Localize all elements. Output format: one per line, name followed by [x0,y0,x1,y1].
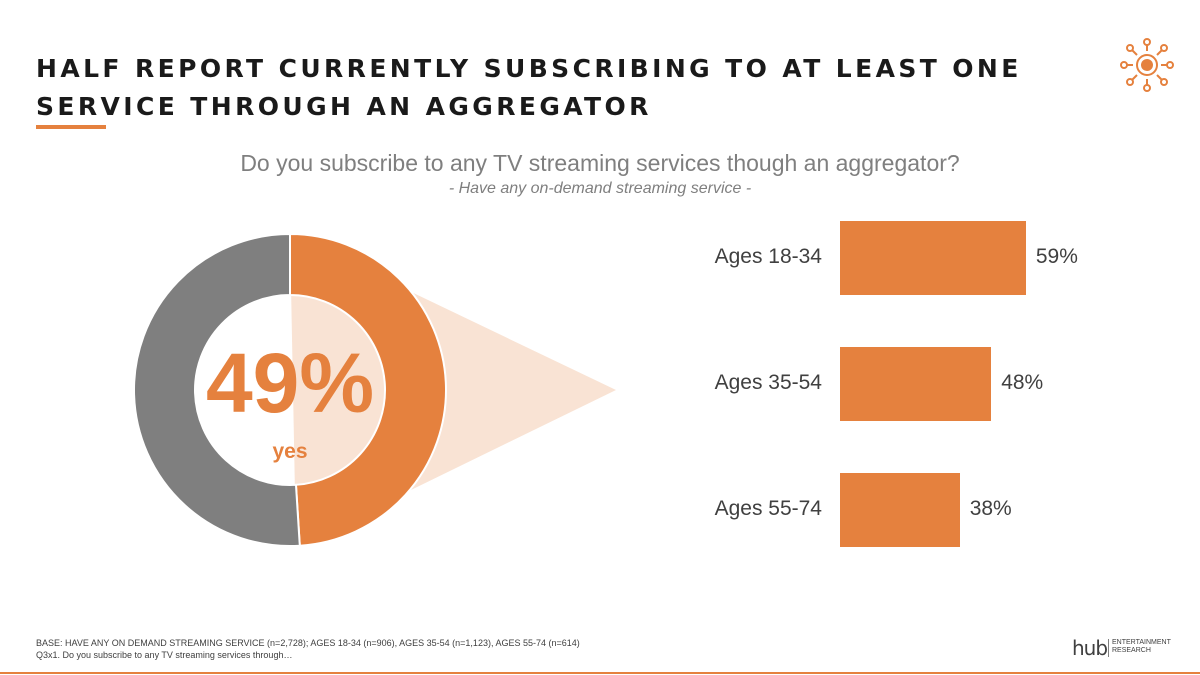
base-note: BASE: HAVE ANY ON DEMAND STREAMING SERVI… [36,637,580,661]
title-line-2: SERVICE THROUGH AN AGGREGATOR [36,92,652,121]
donut-center-label: yes [272,440,307,463]
base-note-line-1: BASE: HAVE ANY ON DEMAND STREAMING SERVI… [36,638,580,648]
donut-center-value: 49% [206,336,374,430]
bar-category-label: Ages 18-34 [714,245,822,268]
survey-subquestion: - Have any on-demand streaming service - [448,180,752,197]
bar-category-label: Ages 35-54 [714,371,822,394]
donut-chart: 49% yes [132,232,616,547]
bar [840,221,1026,295]
brand-line-1: ENTERTAINMENT [1112,639,1171,646]
age-bar-chart: Ages 18-34 59% Ages 35-54 48% Ages 55-74 38% [680,215,1100,555]
bar [840,347,992,421]
bar-category-label: Ages 55-74 [714,497,822,520]
bottom-rule [0,672,1200,674]
bar-value-label: 59% [1035,245,1078,268]
donut-slice-other [132,232,301,547]
sun-logo-icon [1120,38,1174,92]
bar-row: Ages 18-34 59% [680,221,1100,295]
brand-line-2: RESEARCH [1112,647,1151,654]
bar-row: Ages 35-54 48% [680,347,1100,421]
bar-value-label: 48% [1001,371,1044,394]
brand-text: ENTERTAINMENT RESEARCH [1112,639,1171,655]
bar-row: Ages 55-74 38% [680,473,1100,547]
page-title: HALF REPORT CURRENTLY SUBSCRIBING TO AT … [36,50,1036,126]
donut-slice-yes [289,232,447,547]
brand-mark: hub [1072,636,1108,660]
title-underline [36,125,106,129]
title-line-1: HALF REPORT CURRENTLY SUBSCRIBING TO AT … [36,54,1022,83]
survey-question: Do you subscribe to any TV streaming ser… [240,150,960,176]
brand-separator [1108,639,1109,657]
bar [840,473,960,547]
bar-value-label: 38% [969,497,1012,520]
base-note-line-2: Q3x1. Do you subscribe to any TV streami… [36,650,293,660]
